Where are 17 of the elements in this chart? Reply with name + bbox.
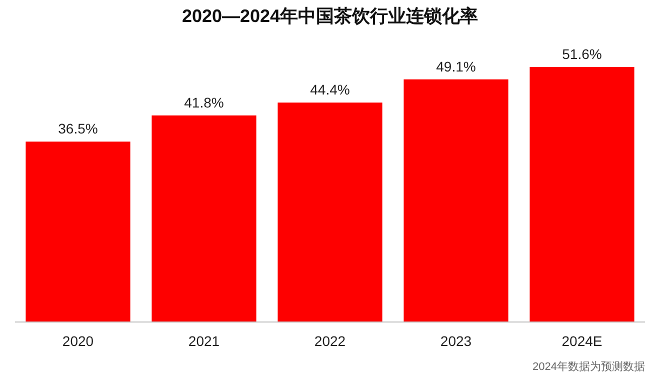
data-label: 44.4% (310, 82, 350, 98)
x-tick-label: 2022 (314, 333, 346, 349)
data-label: 49.1% (436, 58, 476, 74)
text: 2024年数据为预测数据 (532, 360, 645, 373)
data-label: 41.8% (184, 94, 224, 110)
bar (152, 115, 256, 322)
bar (404, 79, 508, 322)
data-label: 36.5% (58, 120, 98, 137)
x-tick-label: 2021 (188, 333, 220, 349)
chart-title: 2020—2024年中国茶饮行业连锁化率 (182, 6, 478, 26)
data-label: 51.6% (562, 46, 602, 62)
x-tick-label: 2023 (440, 333, 472, 349)
x-tick-label: 2020 (62, 333, 94, 349)
x-tick-label: 2024E (562, 333, 602, 349)
bar (530, 67, 634, 322)
bar (278, 102, 382, 322)
bar (26, 142, 130, 322)
